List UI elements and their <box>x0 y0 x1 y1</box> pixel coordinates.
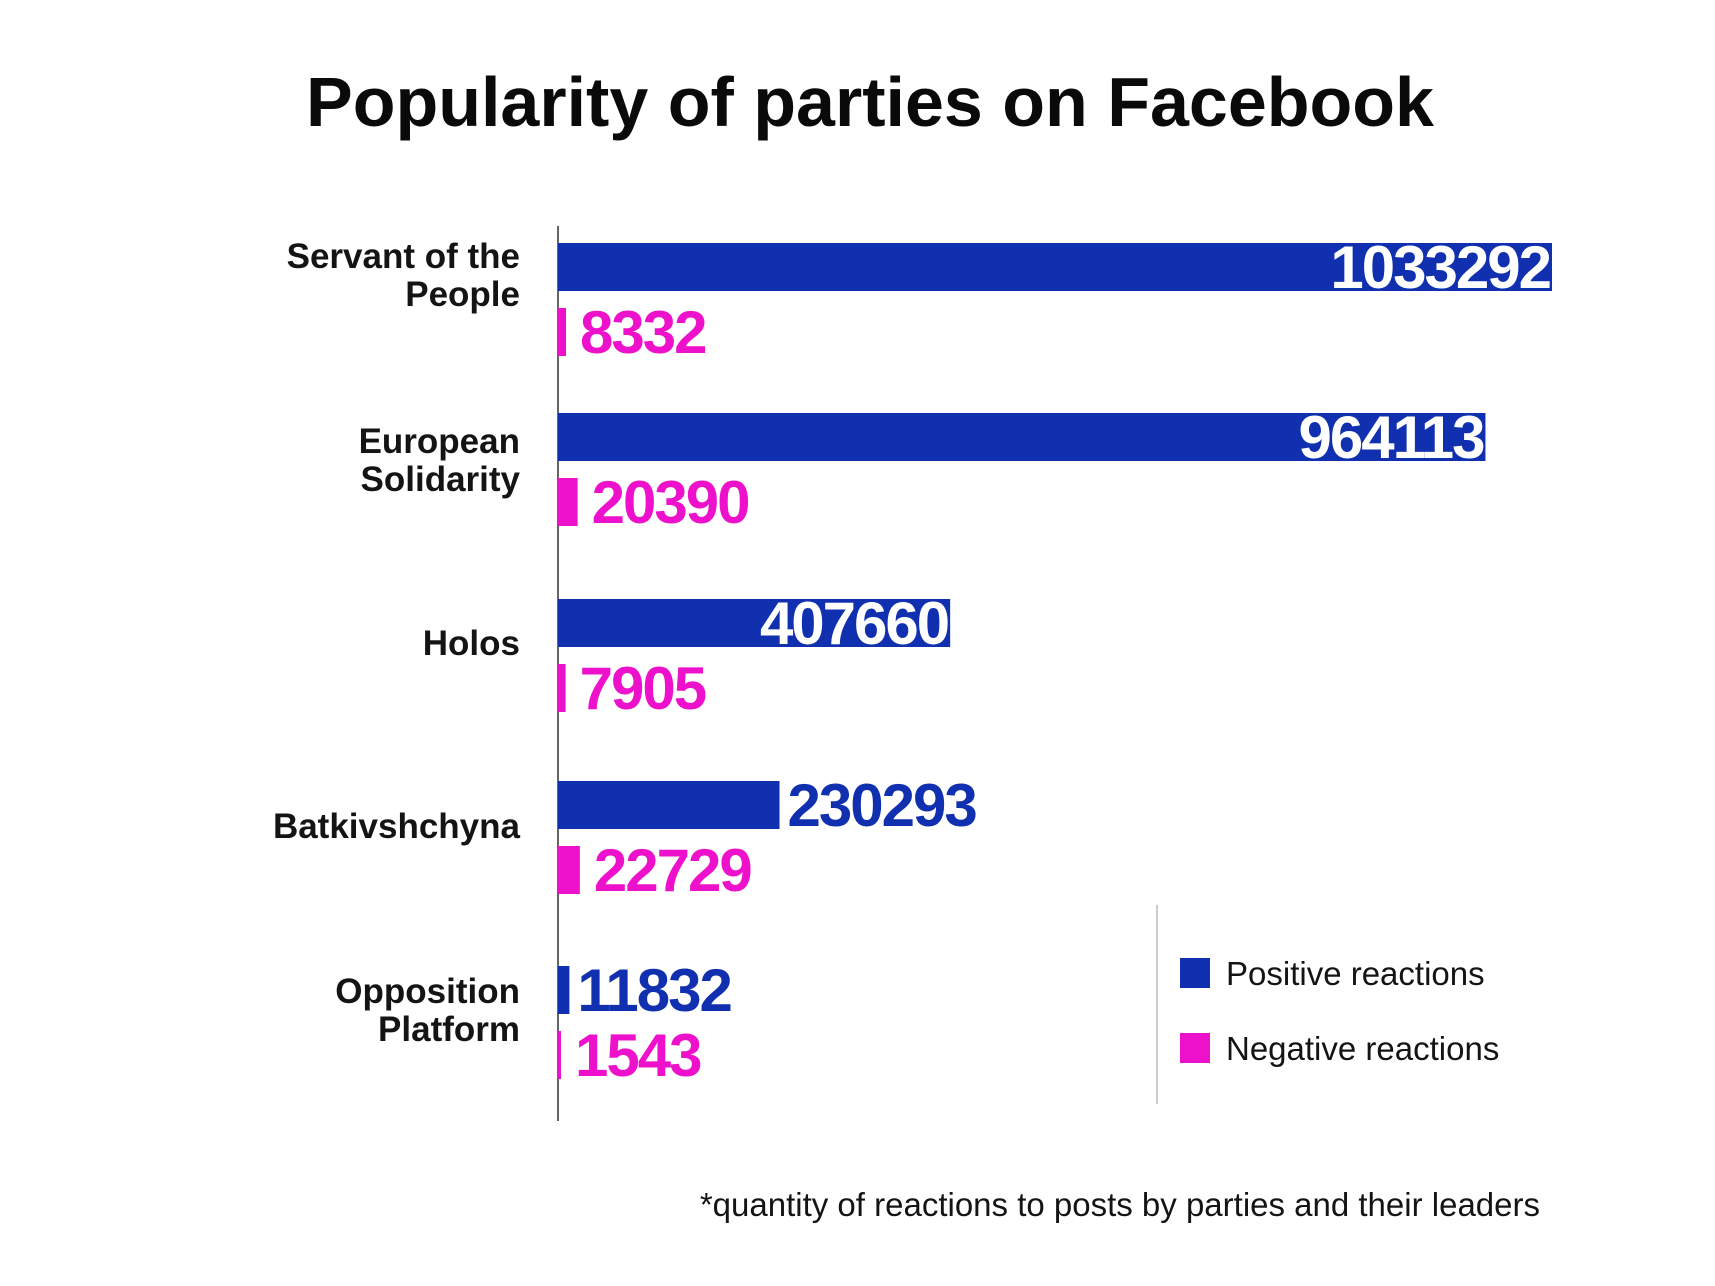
value-label-positive: 964113 <box>1299 404 1485 471</box>
legend-swatch-negative <box>1180 1033 1210 1063</box>
bar-positive <box>558 781 780 829</box>
bar-negative <box>558 1031 561 1079</box>
value-label-negative: 20390 <box>592 469 749 536</box>
labels-group: Servant of the People 1033292 8332 European S… <box>273 234 1552 1089</box>
legend-label-positive: Positive reactions <box>1226 955 1485 992</box>
bar-negative <box>558 478 578 526</box>
value-label-positive: 11832 <box>577 957 731 1024</box>
bar-positive <box>558 966 570 1014</box>
legend: Positive reactions Negative reactions <box>1156 905 1499 1104</box>
value-label-positive: 230293 <box>788 772 977 839</box>
bar-positive <box>558 413 1486 461</box>
category-label: Opposition Platform <box>335 972 520 1049</box>
category-label: European Solidarity <box>359 422 521 499</box>
value-label-negative: 1543 <box>575 1022 701 1089</box>
bar-positive <box>558 243 1552 291</box>
value-label-positive: 1033292 <box>1330 234 1550 301</box>
value-label-positive: 407660 <box>760 590 948 657</box>
bar-negative <box>558 846 580 894</box>
category-label: Servant of the People <box>287 237 520 314</box>
value-label-negative: 8332 <box>580 299 705 366</box>
bar-negative <box>558 664 566 712</box>
bar-negative <box>558 308 567 356</box>
legend-swatch-positive <box>1180 958 1210 988</box>
bars-group <box>558 243 1552 1079</box>
value-label-negative: 22729 <box>594 837 751 904</box>
bar-positive <box>558 599 951 647</box>
footnote: *quantity of reactions to posts by parti… <box>700 1186 1540 1223</box>
chart-title: Popularity of parties on Facebook <box>306 63 1434 141</box>
category-label: Holos <box>423 624 520 663</box>
legend-label-negative: Negative reactions <box>1226 1030 1499 1067</box>
category-label: Batkivshchyna <box>273 807 521 846</box>
value-label-negative: 7905 <box>580 655 706 722</box>
